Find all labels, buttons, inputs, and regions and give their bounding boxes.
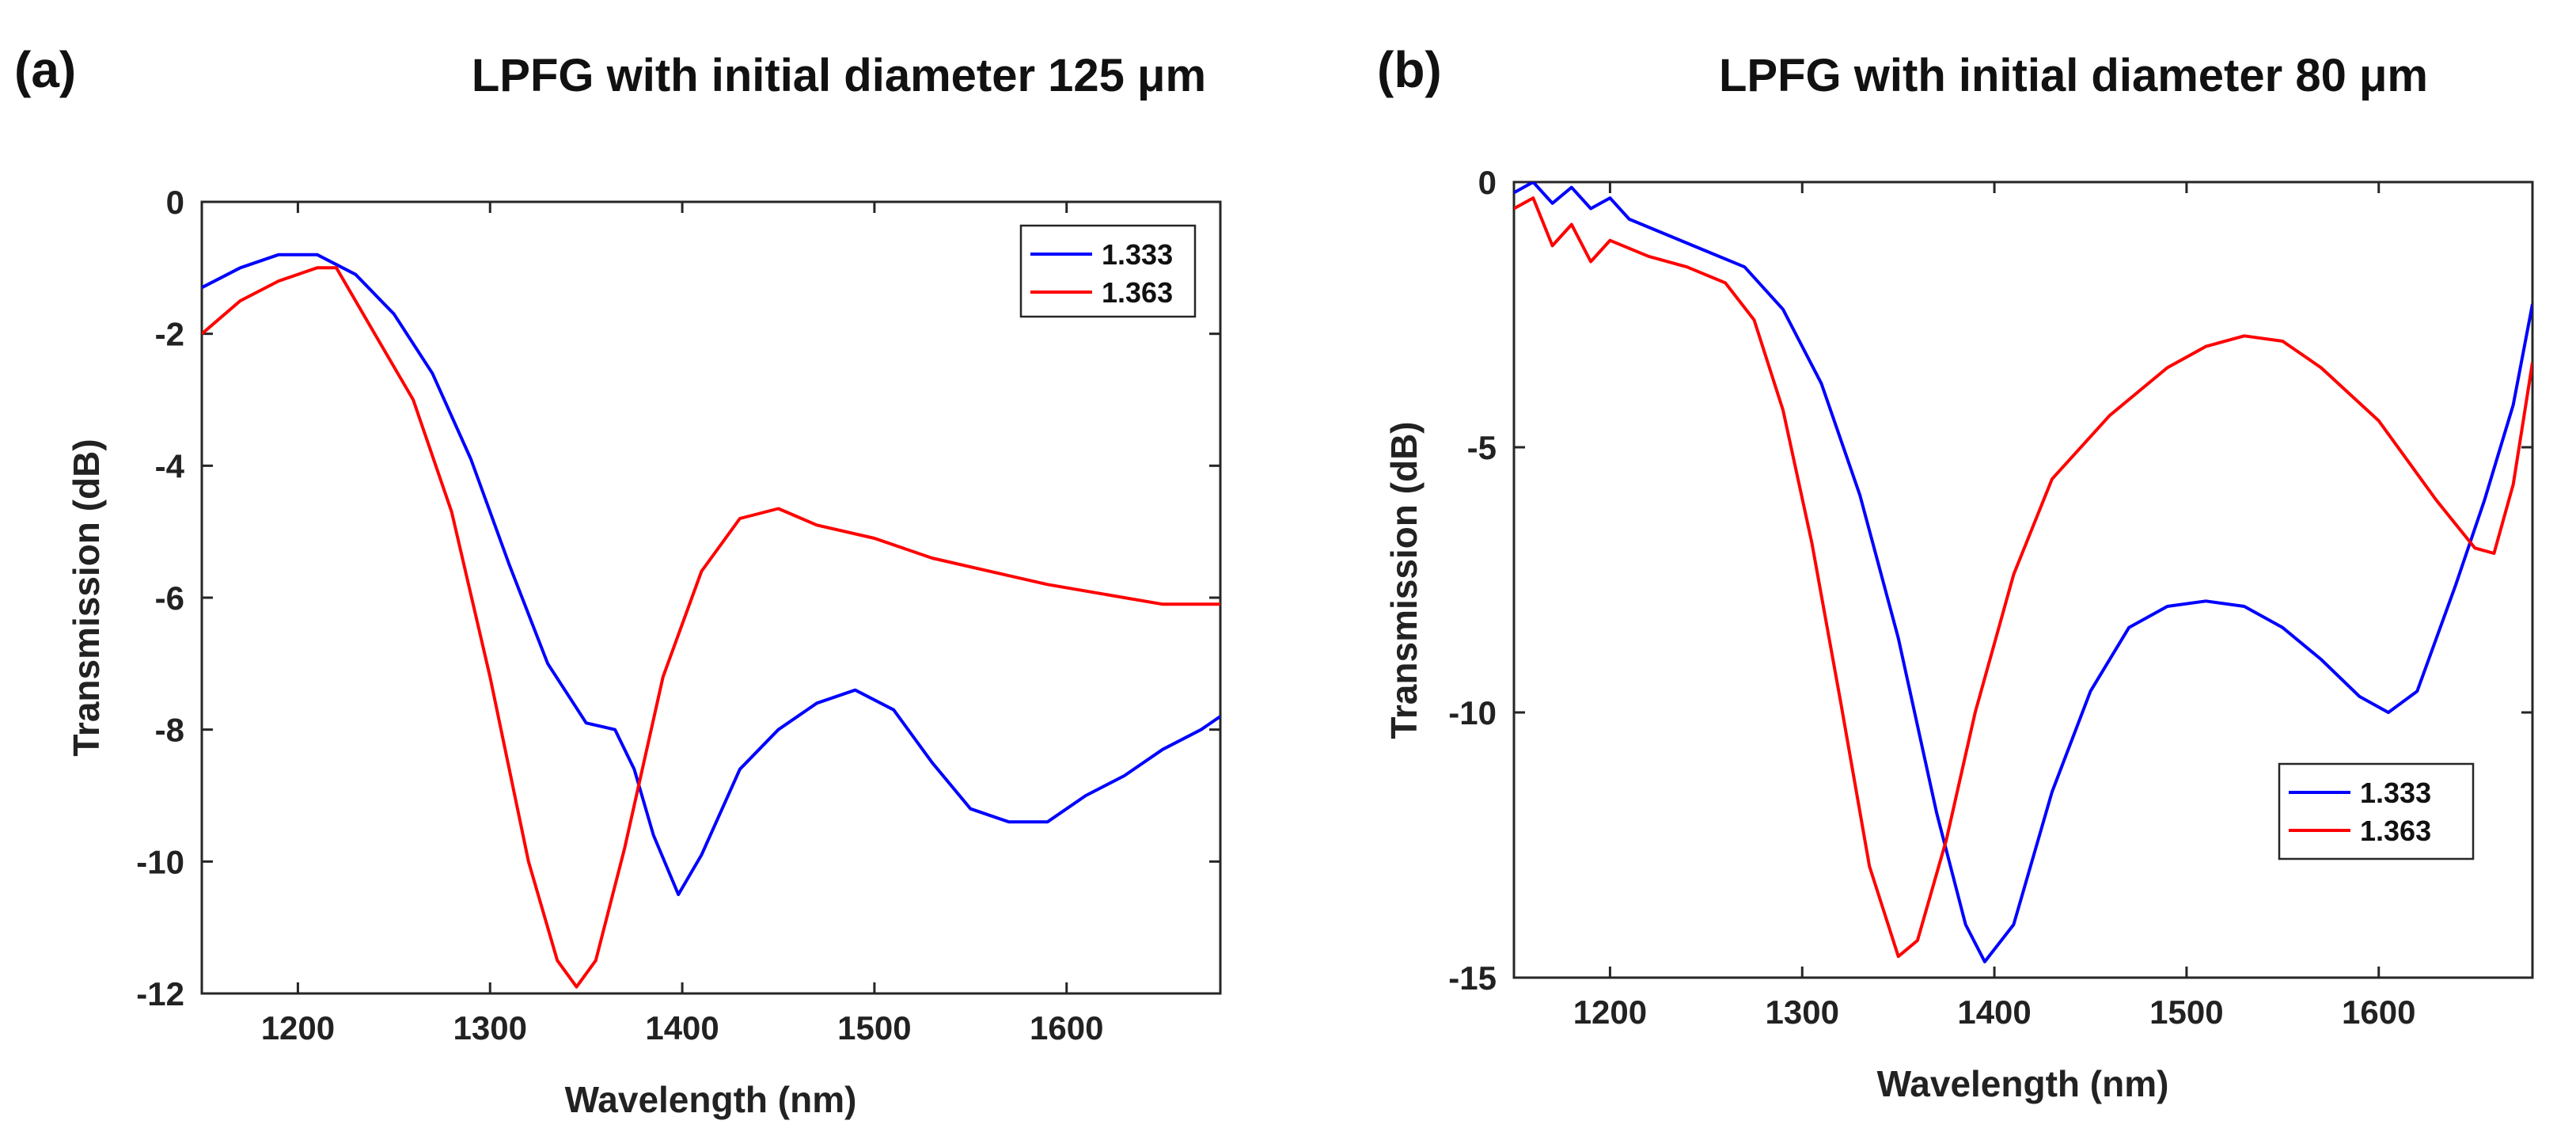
series-line-1-333 [202,253,1220,896]
x-tick-label: 1300 [1766,993,1839,1031]
legend-box [2278,762,2475,860]
chart-panel-b: (b) LPFG with initial diameter 80 μm 1200 1… [1377,41,2534,1104]
y-tick-label: -8 [155,712,184,749]
series-line-1-333 [1514,182,2532,963]
y-tick-label: -10 [1448,694,1497,731]
x-axis-label: Wavelength (nm) [1877,1063,2169,1104]
chart-title: LPFG with initial diameter 80 μm [1719,50,2428,101]
x-tick-label: 1200 [1573,993,1647,1031]
legend-box [1019,224,1197,318]
y-tick-label: -12 [136,975,184,1012]
x-tick-label: 1400 [1957,993,2031,1031]
x-tick-label: 1600 [1030,1009,1103,1047]
y-axis-label: Transmission (dB) [1383,421,1425,739]
x-tick-label: 1200 [261,1009,335,1047]
x-tick-label: 1300 [453,1009,527,1047]
y-tick-label: -15 [1448,959,1497,997]
legend-label: 1.333 [1102,238,1173,271]
x-tick-label: 1500 [837,1009,911,1047]
plot-frame [200,200,1222,995]
y-tick-label: -4 [155,447,185,484]
chart-title: LPFG with initial diameter 125 μm [472,50,1206,101]
series-line-1-363 [1514,196,2532,959]
x-axis-label: Wavelength (nm) [565,1079,857,1120]
legend-label: 1.363 [1102,276,1173,309]
series-line-1-363 [202,266,1220,989]
y-tick-label: 0 [1478,164,1497,201]
panel-label: (a) [14,41,76,98]
y-tick-label: -6 [155,579,184,617]
x-tick-label: 1500 [2149,993,2223,1031]
panel-label: (b) [1377,41,1442,98]
chart-panel-a: (a) LPFG with initial diameter 125 μm 1200… [14,41,1222,1120]
legend: 1.333 1.363 [1019,224,1197,318]
y-tick-label: -5 [1467,429,1497,466]
legend-label: 1.333 [2360,777,2431,809]
y-tick-label: -2 [155,316,184,353]
y-axis-label: Transmission (dB) [66,439,107,756]
x-tick-label: 1400 [645,1009,719,1047]
legend: 1.333 1.363 [2278,762,2475,860]
y-tick-label: -10 [136,843,184,880]
legend-label: 1.363 [2360,815,2431,847]
x-tick-label: 1600 [2342,993,2415,1031]
y-tick-label: 0 [166,184,184,221]
